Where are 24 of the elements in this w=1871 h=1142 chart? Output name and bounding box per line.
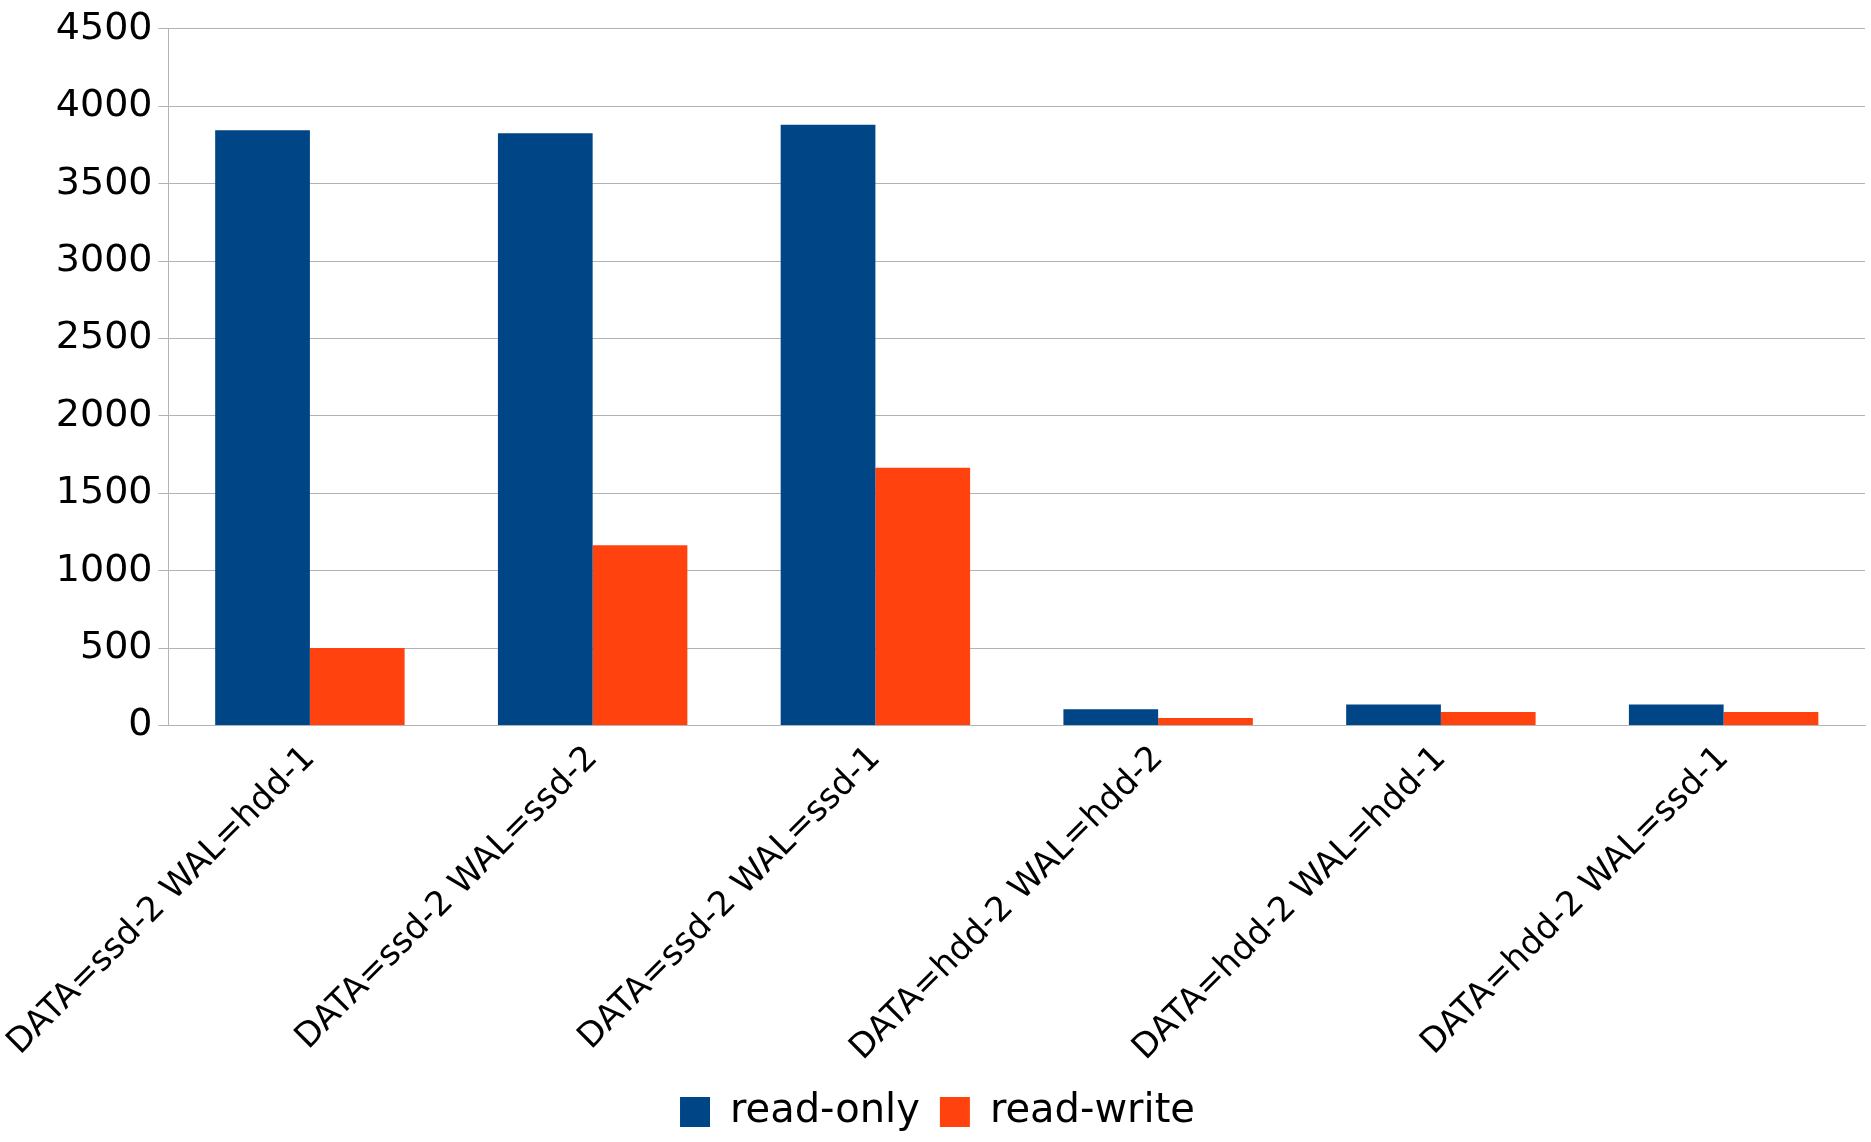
- y-tick-label: 2000: [55, 390, 153, 435]
- bar: [592, 545, 688, 726]
- bar: [1346, 704, 1441, 726]
- y-tick-label: 4000: [55, 81, 153, 126]
- y-tick-label: 1500: [55, 468, 153, 513]
- y-tick-label: 1000: [55, 545, 153, 590]
- y-tick-label: 4500: [55, 3, 153, 48]
- bar: [1628, 704, 1724, 726]
- bar: [1158, 718, 1253, 726]
- y-tick-label: 3000: [55, 235, 153, 280]
- y-tick-label: 0: [128, 700, 153, 745]
- bar: [1440, 712, 1536, 726]
- legend-label: read-write: [989, 1085, 1195, 1132]
- bar: [497, 133, 593, 726]
- bar: [875, 467, 971, 726]
- y-tick-label: 2500: [55, 313, 153, 358]
- y-tick-label: 500: [80, 622, 153, 667]
- legend-label: read-only: [730, 1085, 920, 1132]
- bar: [309, 648, 405, 726]
- bar: [1063, 709, 1159, 726]
- y-tick-label: 3500: [55, 158, 153, 203]
- bar: [780, 124, 876, 726]
- bar: [215, 130, 310, 726]
- bar: [1723, 712, 1819, 726]
